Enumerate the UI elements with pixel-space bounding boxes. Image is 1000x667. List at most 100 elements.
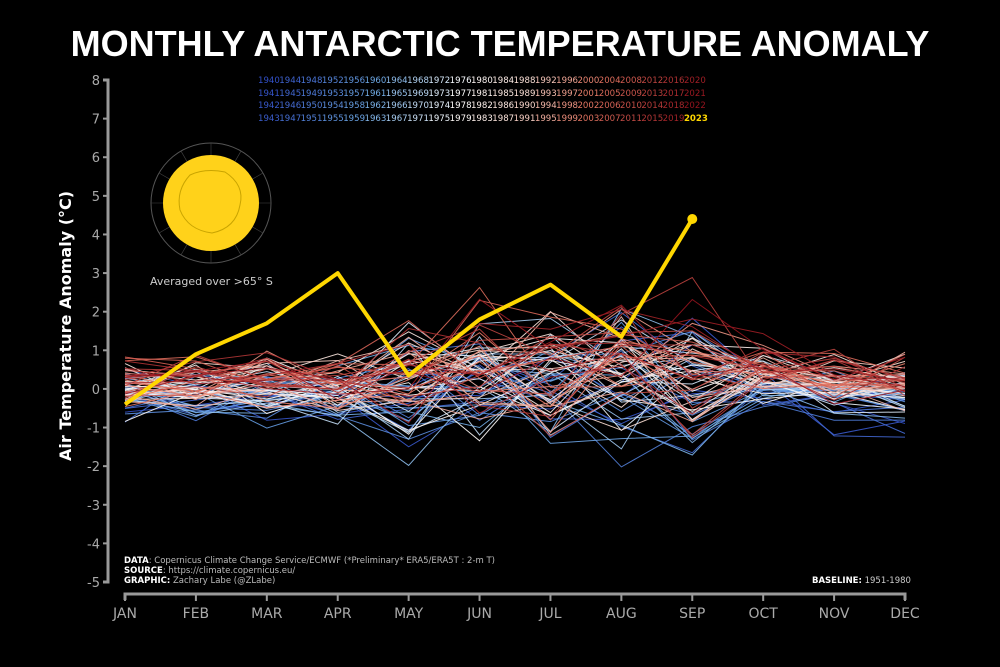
legend-year: 2005 xyxy=(598,88,621,99)
legend-year: 2014 xyxy=(641,101,664,111)
legend-year: 1991 xyxy=(513,113,536,124)
antarctica-coastline-icon xyxy=(178,170,242,234)
source-label: SOURCE xyxy=(124,566,163,576)
legend-year: 1970 xyxy=(407,101,429,111)
x-tick-label: NOV xyxy=(819,606,850,622)
year-line-2022 xyxy=(124,298,906,394)
source-text: : https://climate.copernicus.eu/ xyxy=(162,566,296,576)
y-tick-label: 5 xyxy=(92,190,100,205)
legend-year: 1946 xyxy=(279,101,302,111)
legend-year: 1967 xyxy=(385,113,408,124)
y-tick-label: -3 xyxy=(87,499,100,514)
legend-year: 1966 xyxy=(385,101,408,111)
legend-year: 1954 xyxy=(321,101,344,111)
legend-year: 1965 xyxy=(385,88,408,99)
legend-year: 1958 xyxy=(343,101,366,111)
y-tick-label: 6 xyxy=(92,151,100,166)
graphic-label: GRAPHIC: xyxy=(124,576,171,586)
x-tick-label: AUG xyxy=(606,606,637,622)
legend-year: 1956 xyxy=(343,76,366,86)
year-line-2013 xyxy=(124,276,906,399)
legend-year: 1992 xyxy=(534,76,557,86)
y-tick-label: 7 xyxy=(92,113,100,128)
legend-year: 1961 xyxy=(364,88,387,99)
legend-year: 2020 xyxy=(683,76,706,86)
legend-year: 1984 xyxy=(492,76,515,86)
x-tick-label: OCT xyxy=(749,606,779,622)
legend-year: 2006 xyxy=(598,101,621,111)
legend-year: 1993 xyxy=(534,88,557,99)
legend-year: 1969 xyxy=(407,88,429,99)
x-tick-label: JUN xyxy=(466,606,492,622)
x-tick-label: DEC xyxy=(890,606,920,622)
x-tick-label: MAY xyxy=(394,606,424,622)
year-line-1980 xyxy=(124,353,906,416)
legend-year: 2015 xyxy=(641,113,664,124)
legend-year: 1941 xyxy=(258,88,280,99)
map-annotation: Averaged over >65° S xyxy=(150,275,273,288)
legend-year: 2012 xyxy=(641,76,664,86)
baseline-note: BASELINE: 1951-1980 xyxy=(812,576,911,586)
legend-year: 1963 xyxy=(364,113,387,124)
y-tick-label: 0 xyxy=(92,383,100,398)
legend-year: 1974 xyxy=(428,101,451,111)
y-tick-label: -4 xyxy=(87,537,100,552)
legend-year: 2004 xyxy=(598,76,621,86)
legend-year: 1944 xyxy=(279,76,302,86)
legend-year: 2001 xyxy=(577,88,600,99)
legend-year: 1975 xyxy=(428,113,451,124)
legend-year: 1981 xyxy=(470,88,493,99)
x-axis-line xyxy=(123,592,907,600)
y-tick-label: 3 xyxy=(92,267,100,282)
legend-year: 2011 xyxy=(620,113,642,124)
legend-year: 1988 xyxy=(513,76,536,86)
x-tick-label: APR xyxy=(324,606,352,622)
legend-year: 1959 xyxy=(343,113,366,124)
map-antarctica-fill xyxy=(163,155,259,251)
legend-year: 2013 xyxy=(641,88,664,99)
legend-year: 1953 xyxy=(321,88,344,99)
year-line-1943 xyxy=(124,355,906,425)
legend-year: 2010 xyxy=(620,101,642,111)
baseline-label: BASELINE: xyxy=(812,576,862,586)
year-line-2021 xyxy=(124,304,906,405)
legend-year: 1945 xyxy=(279,88,302,99)
legend-year: 1957 xyxy=(343,88,366,99)
legend-year: 1955 xyxy=(321,113,344,124)
year-line-1968 xyxy=(124,335,906,436)
legend-year: 2009 xyxy=(620,88,642,99)
y-tick-label: -5 xyxy=(87,576,100,591)
y-tick-label: 4 xyxy=(92,228,100,243)
legend-year: 1982 xyxy=(470,101,493,111)
legend-row: 1943194719511955195919631967197119751979… xyxy=(258,113,708,126)
legend-year: 1983 xyxy=(470,113,493,124)
data-text: : Copernicus Climate Change Service/ECMW… xyxy=(148,556,495,566)
legend-year: 2008 xyxy=(620,76,642,86)
legend-year: 2000 xyxy=(577,76,600,86)
legend-year: 1960 xyxy=(364,76,387,86)
legend-year: 1962 xyxy=(364,101,387,111)
legend-year: 1989 xyxy=(513,88,536,99)
legend-year: 1987 xyxy=(492,113,515,124)
legend-year: 1986 xyxy=(492,101,515,111)
legend-year: 1973 xyxy=(428,88,451,99)
legend-year: 1998 xyxy=(556,101,579,111)
legend-year: 2016 xyxy=(662,76,685,86)
x-tick-label: JUL xyxy=(538,606,561,622)
year-line-1990 xyxy=(124,344,906,411)
legend-year: 1943 xyxy=(258,113,280,124)
legend-year: 1948 xyxy=(300,76,323,86)
legend-year: 2023 xyxy=(683,113,708,124)
legend-year: 1947 xyxy=(279,113,302,124)
legend-year: 2021 xyxy=(683,88,706,99)
year-line-2015 xyxy=(124,343,906,439)
year-line-2017 xyxy=(124,342,906,401)
legend-year: 1952 xyxy=(321,76,344,86)
legend-year: 1940 xyxy=(258,76,280,86)
year-line-2019 xyxy=(124,308,906,424)
legend-year: 1951 xyxy=(300,113,323,124)
year-line-2009 xyxy=(124,336,906,436)
x-tick-label: FEB xyxy=(183,606,210,622)
chart-title: MONTHLY ANTARCTIC TEMPERATURE ANOMALY xyxy=(70,23,930,64)
